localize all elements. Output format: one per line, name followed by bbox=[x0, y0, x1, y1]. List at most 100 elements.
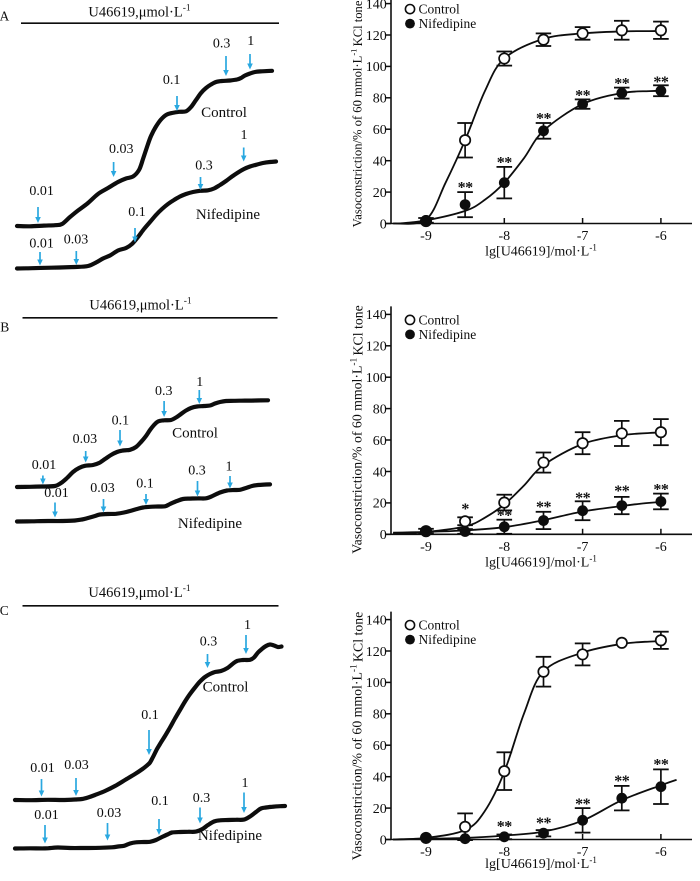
svg-text:60: 60 bbox=[373, 739, 387, 754]
svg-text:**: ** bbox=[536, 111, 552, 128]
svg-text:0: 0 bbox=[380, 217, 387, 232]
svg-text:**: ** bbox=[653, 757, 669, 774]
svg-text:20: 20 bbox=[373, 186, 387, 201]
svg-text:**: ** bbox=[497, 155, 513, 172]
svg-text:0.03: 0.03 bbox=[90, 481, 115, 496]
svg-text:0.01: 0.01 bbox=[29, 237, 54, 252]
svg-text:-9: -9 bbox=[420, 229, 432, 244]
svg-text:1: 1 bbox=[241, 128, 248, 143]
svg-text:60: 60 bbox=[373, 123, 387, 138]
svg-text:1: 1 bbox=[196, 375, 203, 390]
svg-text:U46619,μmol·L-1: U46619,μmol·L-1 bbox=[88, 3, 191, 20]
svg-text:40: 40 bbox=[373, 155, 387, 170]
svg-text:C: C bbox=[0, 603, 9, 618]
svg-text:0.1: 0.1 bbox=[136, 477, 154, 492]
svg-text:Control: Control bbox=[419, 313, 461, 328]
svg-text:40: 40 bbox=[373, 771, 387, 786]
svg-text:-6: -6 bbox=[655, 540, 667, 555]
svg-text:0.1: 0.1 bbox=[128, 205, 146, 220]
svg-text:100: 100 bbox=[366, 676, 387, 691]
svg-text:Nifedipine: Nifedipine bbox=[419, 327, 477, 342]
svg-text:120: 120 bbox=[366, 340, 387, 355]
svg-text:20: 20 bbox=[373, 802, 387, 817]
svg-text:Nifedipine: Nifedipine bbox=[198, 828, 262, 844]
svg-text:120: 120 bbox=[366, 29, 387, 44]
svg-text:-7: -7 bbox=[577, 540, 589, 555]
svg-text:**: ** bbox=[614, 773, 630, 790]
svg-text:0.01: 0.01 bbox=[30, 761, 55, 776]
svg-text:lg[U46619]/mol·L-1: lg[U46619]/mol·L-1 bbox=[485, 855, 597, 872]
svg-text:1: 1 bbox=[247, 34, 254, 49]
svg-text:**: ** bbox=[536, 499, 552, 516]
svg-text:40: 40 bbox=[373, 465, 387, 480]
svg-text:80: 80 bbox=[373, 402, 387, 417]
svg-text:0.03: 0.03 bbox=[64, 758, 89, 773]
svg-text:0.01: 0.01 bbox=[32, 458, 57, 473]
svg-text:0.03: 0.03 bbox=[97, 806, 122, 821]
svg-text:**: ** bbox=[536, 815, 552, 832]
svg-text:100: 100 bbox=[366, 371, 387, 386]
svg-text:0.3: 0.3 bbox=[155, 384, 173, 399]
svg-text:Control: Control bbox=[419, 618, 461, 633]
svg-text:-9: -9 bbox=[420, 540, 432, 555]
svg-text:Control: Control bbox=[419, 2, 461, 17]
svg-text:*: * bbox=[461, 501, 469, 518]
svg-text:-6: -6 bbox=[655, 229, 667, 244]
svg-text:Vasoconstriction/% of 60 mmol·: Vasoconstriction/% of 60 mmol·L-1 KCl to… bbox=[350, 305, 366, 554]
svg-text:0.03: 0.03 bbox=[109, 142, 134, 157]
svg-text:0.3: 0.3 bbox=[195, 159, 213, 174]
svg-text:0.1: 0.1 bbox=[112, 414, 130, 429]
svg-text:0.1: 0.1 bbox=[141, 708, 159, 723]
svg-text:**: ** bbox=[575, 490, 591, 507]
svg-text:**: ** bbox=[575, 796, 591, 813]
svg-text:0: 0 bbox=[380, 833, 387, 848]
svg-text:B: B bbox=[0, 320, 9, 335]
svg-text:0.01: 0.01 bbox=[34, 808, 59, 823]
svg-text:-8: -8 bbox=[498, 845, 510, 860]
svg-text:Control: Control bbox=[201, 105, 247, 121]
svg-text:U46619,μmol·L-1: U46619,μmol·L-1 bbox=[89, 296, 192, 313]
svg-text:A: A bbox=[0, 8, 9, 23]
svg-text:0.3: 0.3 bbox=[200, 635, 218, 650]
svg-text:**: ** bbox=[458, 180, 474, 197]
svg-text:0.3: 0.3 bbox=[193, 791, 211, 806]
svg-text:**: ** bbox=[614, 76, 630, 93]
svg-text:Nifedipine: Nifedipine bbox=[419, 632, 477, 647]
svg-text:**: ** bbox=[614, 483, 630, 500]
svg-text:1: 1 bbox=[242, 776, 249, 791]
svg-text:0.03: 0.03 bbox=[73, 432, 98, 447]
svg-text:140: 140 bbox=[366, 0, 387, 12]
svg-text:**: ** bbox=[575, 88, 591, 105]
svg-text:Nifedipine: Nifedipine bbox=[196, 207, 260, 223]
svg-text:**: ** bbox=[653, 74, 669, 91]
svg-text:Control: Control bbox=[203, 680, 249, 696]
svg-text:0.01: 0.01 bbox=[29, 184, 54, 199]
svg-text:0: 0 bbox=[380, 528, 387, 543]
svg-text:80: 80 bbox=[373, 708, 387, 723]
svg-text:140: 140 bbox=[366, 308, 387, 323]
svg-text:1: 1 bbox=[244, 618, 251, 633]
svg-text:100: 100 bbox=[366, 60, 387, 75]
svg-text:Nifedipine: Nifedipine bbox=[419, 16, 477, 31]
svg-text:0.1: 0.1 bbox=[151, 794, 169, 809]
svg-text:Control: Control bbox=[172, 426, 218, 442]
svg-text:-8: -8 bbox=[498, 229, 510, 244]
svg-text:0.3: 0.3 bbox=[213, 37, 231, 52]
svg-text:-7: -7 bbox=[577, 845, 589, 860]
svg-text:**: ** bbox=[497, 508, 513, 525]
svg-text:lg[U46619]/mol·L-1: lg[U46619]/mol·L-1 bbox=[485, 553, 597, 570]
svg-text:lg[U46619]/mol·L-1: lg[U46619]/mol·L-1 bbox=[485, 243, 597, 260]
svg-text:U46619,μmol·L-1: U46619,μmol·L-1 bbox=[88, 584, 191, 601]
svg-text:60: 60 bbox=[373, 434, 387, 449]
svg-text:0.3: 0.3 bbox=[188, 464, 206, 479]
svg-text:120: 120 bbox=[366, 645, 387, 660]
svg-text:Nifedipine: Nifedipine bbox=[178, 516, 242, 532]
svg-text:-6: -6 bbox=[655, 845, 667, 860]
svg-text:-7: -7 bbox=[577, 229, 589, 244]
svg-text:0.01: 0.01 bbox=[44, 486, 69, 501]
svg-text:80: 80 bbox=[373, 92, 387, 107]
svg-text:0.1: 0.1 bbox=[163, 73, 181, 88]
svg-text:**: ** bbox=[653, 481, 669, 498]
svg-text:1: 1 bbox=[226, 460, 233, 475]
svg-text:**: ** bbox=[497, 819, 513, 836]
